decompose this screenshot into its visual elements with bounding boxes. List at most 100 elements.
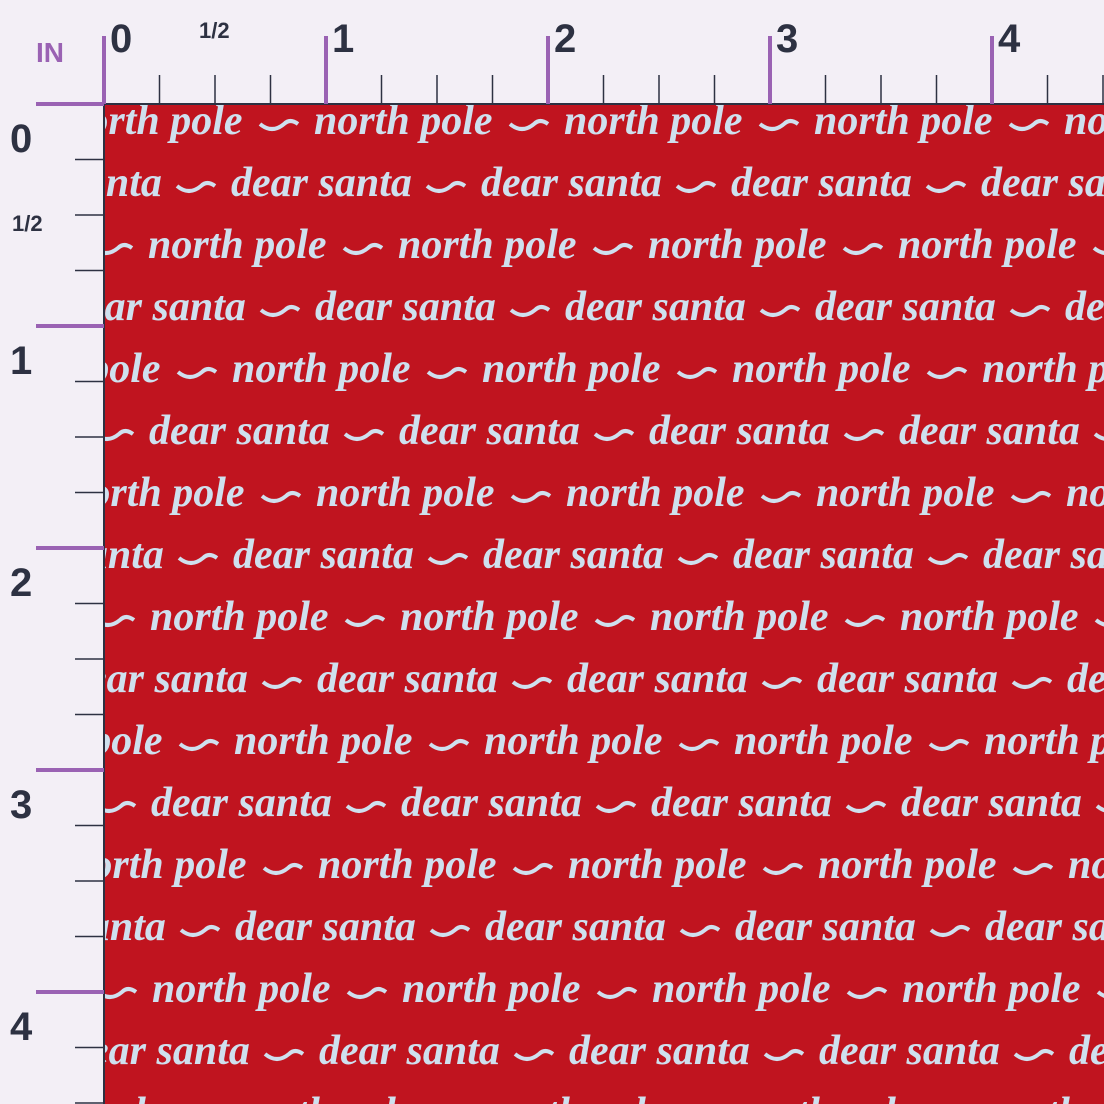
pattern-swirl — [104, 429, 135, 441]
pattern-phrase: dear santa — [1069, 1028, 1104, 1074]
pattern-swirl — [763, 1049, 805, 1061]
pattern-phrase: dear santa — [0, 160, 162, 206]
pattern-swirl — [596, 987, 638, 999]
pattern-phrase: dear santa — [233, 532, 414, 578]
pattern-swirl — [677, 553, 719, 565]
pattern-phrase: north pole — [898, 222, 1077, 268]
fabric-pattern: north pole north pole north pole north pole… — [0, 98, 1104, 1104]
pattern-phrase: north pole — [486, 1090, 665, 1104]
pattern-phrase: north pole — [818, 842, 997, 888]
pattern-swirl — [345, 801, 387, 813]
pattern-swirl — [760, 491, 802, 503]
pattern-swirl — [929, 925, 971, 937]
pattern-phrase: dear santa — [235, 904, 416, 950]
pattern-swirl — [342, 243, 384, 255]
pattern-swirl — [593, 429, 635, 441]
pattern-swirl — [258, 119, 300, 131]
pattern-swirl — [104, 615, 136, 627]
pattern-swirl — [1009, 305, 1051, 317]
top-ruler-label: 1 — [332, 17, 354, 61]
pattern-phrase: north pole — [148, 222, 327, 268]
pattern-phrase: north pole — [1064, 98, 1104, 144]
pattern-phrase: dear santa — [817, 656, 998, 702]
pattern-phrase: dear santa — [901, 780, 1082, 826]
pattern-phrase: dear santa — [1065, 284, 1104, 330]
pattern-swirl — [761, 677, 803, 689]
pattern-phrase: dear santa — [985, 904, 1104, 950]
left-ruler-label: 1/2 — [12, 211, 43, 236]
top-ruler-label: 1/2 — [199, 18, 230, 43]
pattern-phrase: dear santa — [231, 160, 412, 206]
pattern-phrase: north pole — [0, 718, 163, 764]
pattern-phrase: north pole — [900, 594, 1079, 640]
pattern-phrase: dear santa — [569, 1028, 750, 1074]
pattern-swirl — [508, 119, 550, 131]
pattern-phrase: dear santa — [65, 284, 246, 330]
pattern-phrase: north pole — [150, 594, 329, 640]
pattern-swirl — [1013, 1049, 1055, 1061]
top-ruler-label: 2 — [554, 17, 576, 61]
pattern-swirl — [927, 553, 969, 565]
pattern-swirl — [1010, 491, 1052, 503]
pattern-swirl — [260, 491, 302, 503]
pattern-swirl — [346, 987, 388, 999]
pattern-phrase: dear santa — [69, 1028, 250, 1074]
pattern-phrase: north pole — [732, 346, 911, 392]
pattern-swirl — [842, 243, 884, 255]
pattern-swirl — [679, 925, 721, 937]
pattern-swirl — [845, 801, 887, 813]
pattern-phrase: dear santa — [565, 284, 746, 330]
pattern-swirl — [425, 181, 467, 193]
pattern-swirl — [428, 739, 470, 751]
pattern-swirl — [509, 305, 551, 317]
pattern-phrase: dear santa — [485, 904, 666, 950]
pattern-swirl — [594, 615, 636, 627]
pattern-swirl — [179, 925, 221, 937]
pattern-phrase: north pole — [400, 594, 579, 640]
pattern-swirl — [1008, 119, 1050, 131]
pattern-swirl — [1094, 618, 1104, 627]
pattern-swirl — [511, 677, 553, 689]
pattern-phrase: dear santa — [149, 408, 330, 454]
pattern-swirl — [926, 367, 968, 379]
pattern-phrase: dear santa — [483, 532, 664, 578]
pattern-phrase: dear santa — [481, 160, 662, 206]
pattern-swirl — [758, 119, 800, 131]
pattern-phrase: north pole — [816, 470, 995, 516]
pattern-phrase: north pole — [68, 842, 247, 888]
left-ruler-label: 4 — [10, 1005, 33, 1049]
pattern-swirl — [178, 739, 220, 751]
pattern-swirl — [429, 925, 471, 937]
pattern-phrase: dear santa — [317, 656, 498, 702]
pattern-phrase: dear santa — [819, 1028, 1000, 1074]
pattern-phrase: north pole — [982, 346, 1104, 392]
fabric — [104, 104, 1104, 1104]
pattern-swirl — [259, 305, 301, 317]
pattern-phrase: dear santa — [0, 904, 166, 950]
pattern-swirl — [1011, 677, 1053, 689]
pattern-phrase: dear santa — [651, 780, 832, 826]
pattern-phrase: north pole — [0, 1090, 165, 1104]
pattern-swirl — [676, 367, 718, 379]
pattern-phrase: dear santa — [67, 656, 248, 702]
pattern-phrase: north pole — [482, 346, 661, 392]
pattern-swirl — [510, 491, 552, 503]
rulers: 0 1/2 1 2 3 4 0 1/2 1 2 3 4 — [10, 17, 1104, 1104]
pattern-phrase: dear santa — [151, 780, 332, 826]
pattern-phrase: north pole — [650, 594, 829, 640]
pattern-swirl — [175, 181, 217, 193]
top-ruler-label: 3 — [776, 17, 798, 61]
pattern-swirl — [843, 429, 885, 441]
pattern-phrase: north pole — [648, 222, 827, 268]
pattern-swirl — [343, 429, 385, 441]
pattern-phrase: north pole — [398, 222, 577, 268]
pattern-swirl — [1012, 863, 1054, 875]
pattern-phrase: north pole — [0, 346, 161, 392]
pattern-phrase: dear santa — [733, 532, 914, 578]
pattern-swirl — [1092, 246, 1104, 255]
pattern-swirl — [512, 863, 554, 875]
pattern-phrase: dear santa — [319, 1028, 500, 1074]
pattern-swirl — [846, 987, 888, 999]
pattern-phrase: dear santa — [981, 160, 1104, 206]
pattern-swirl — [177, 553, 219, 565]
